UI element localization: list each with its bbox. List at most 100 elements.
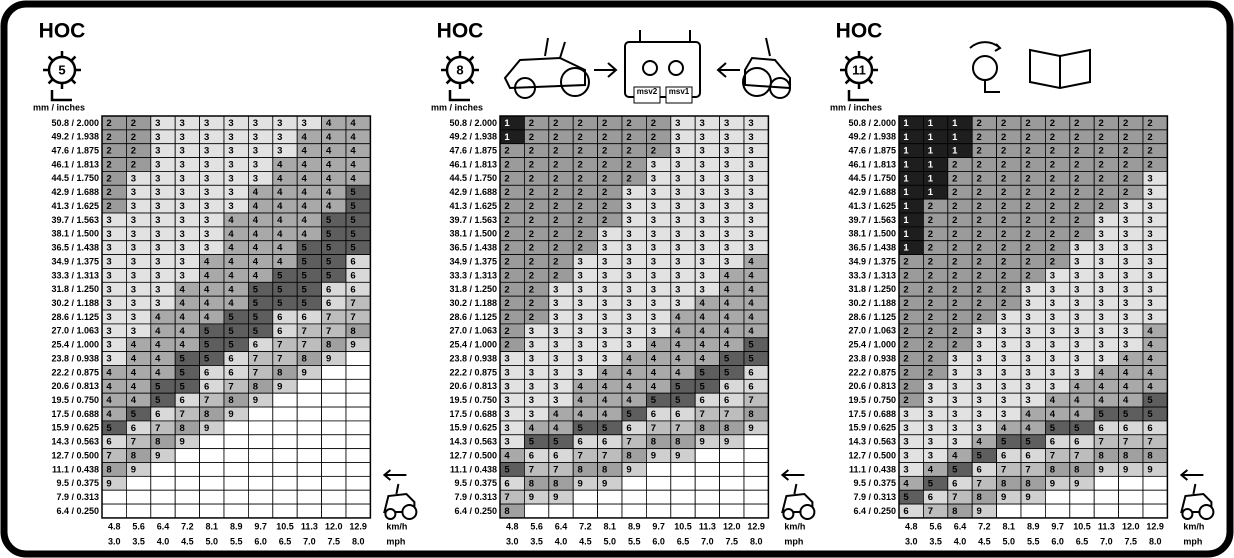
cell-value: 3 (1147, 270, 1152, 281)
mph-label: 3.5 (530, 536, 543, 546)
cell-value: 9 (529, 492, 534, 503)
cell-value: 5 (253, 326, 259, 337)
cell-value: 3 (277, 132, 282, 143)
cell-value: 2 (1074, 118, 1079, 129)
cell-value: 3 (928, 409, 933, 420)
cell-value: 2 (504, 298, 509, 309)
cell-value: 2 (1001, 257, 1006, 268)
grid-border (898, 115, 1169, 519)
mph-label: 7.0 (1100, 536, 1113, 546)
cell (321, 489, 347, 505)
cell-value: 4 (1099, 381, 1105, 392)
cell-value: 6 (1147, 423, 1152, 434)
cell-value: 4 (204, 312, 210, 323)
cell (321, 462, 347, 477)
cell-value: 3 (1147, 298, 1152, 309)
cell-value: 8 (350, 326, 355, 337)
cell-value: 4 (106, 395, 112, 406)
cell (199, 489, 225, 505)
cell (174, 462, 200, 477)
cell-value: 6 (578, 437, 583, 448)
cell-value: 3 (1050, 367, 1055, 378)
cell-value: 3 (180, 243, 185, 254)
cell-value: 3 (1147, 257, 1152, 268)
cell-value: 2 (131, 118, 136, 129)
row-header: mm / inches (33, 102, 85, 112)
row-label: 6.4 / 0.250 (853, 506, 896, 516)
cell-value: 7 (326, 326, 331, 337)
mph-label: 6.0 (254, 536, 267, 546)
cell-value: 2 (903, 367, 908, 378)
grid-border (499, 115, 770, 519)
cell (223, 420, 249, 436)
cell (321, 392, 347, 408)
cell-value: 4 (602, 395, 608, 406)
gauge-tick (445, 78, 452, 85)
cell-value: 3 (1147, 187, 1152, 198)
cell-value: 3 (651, 173, 656, 184)
cell-value: 2 (106, 132, 111, 143)
cell-value: 3 (253, 160, 258, 171)
cell-value: 2 (1050, 146, 1055, 157)
cell-value: 3 (748, 146, 753, 157)
cell-value: 3 (553, 340, 558, 351)
cell-value: 4 (602, 409, 608, 420)
kmh-label: 8.1 (604, 521, 617, 531)
cell-value: 9 (1074, 478, 1079, 489)
row-label: 11.1 / 0.438 (849, 464, 896, 474)
cell-value: 3 (204, 118, 209, 129)
cell-value: 3 (204, 243, 209, 254)
cell-value: 9 (277, 381, 282, 392)
cell-value: 5 (277, 284, 283, 295)
kmh-label: 10.5 (276, 521, 294, 531)
cell-value: 3 (106, 298, 111, 309)
cell-value: 7 (326, 312, 331, 323)
cell-value: 2 (131, 132, 136, 143)
cell-value: 2 (553, 187, 558, 198)
cell-value: 3 (578, 284, 583, 295)
cell-value: 2 (952, 243, 957, 254)
cell-value: 3 (1123, 215, 1128, 226)
cell-value: 4 (675, 312, 681, 323)
cell (694, 489, 721, 505)
grid-border (101, 115, 372, 519)
cell (174, 489, 200, 505)
cell-value: 7 (553, 464, 558, 475)
cell-value: 9 (180, 437, 185, 448)
cell-value: 2 (626, 132, 631, 143)
cell (126, 503, 152, 519)
cell-value: 5 (277, 270, 283, 281)
cell-value: 3 (724, 187, 729, 198)
row-label: 25.4 / 1.000 (848, 340, 896, 350)
cell-value: 5 (326, 257, 332, 268)
cell-value: 4 (326, 187, 332, 198)
cell-value: 3 (928, 395, 933, 406)
cell-value: 2 (977, 229, 982, 240)
mph-label: 4.0 (555, 536, 568, 546)
cell-value: 7 (180, 409, 185, 420)
row-label: 17.5 / 0.688 (848, 409, 896, 419)
cell-value: 2 (553, 160, 558, 171)
cell-value: 4 (277, 215, 283, 226)
cell-value: 3 (553, 395, 558, 406)
cell-value: 4 (253, 243, 259, 254)
tractor-wheel (799, 504, 816, 520)
cell-value: 2 (1050, 229, 1055, 240)
cell (296, 503, 323, 519)
cell-value: 3 (155, 270, 160, 281)
cell-value: 2 (1025, 118, 1030, 129)
cell-value: 4 (302, 215, 308, 226)
cell-value: 9 (700, 437, 705, 448)
cell-value: 2 (928, 284, 933, 295)
cell-value: 3 (1074, 284, 1079, 295)
cell-value: 4 (277, 160, 283, 171)
cell (321, 475, 347, 491)
cell-value: 5 (204, 354, 210, 365)
cell-value: 3 (228, 173, 233, 184)
cell-value: 3 (131, 229, 136, 240)
cell-value: 3 (1147, 173, 1152, 184)
cell (150, 462, 176, 477)
row-label: 23.8 / 0.938 (449, 353, 497, 363)
cell-value: 3 (675, 243, 680, 254)
cell-value: 8 (1123, 451, 1128, 462)
